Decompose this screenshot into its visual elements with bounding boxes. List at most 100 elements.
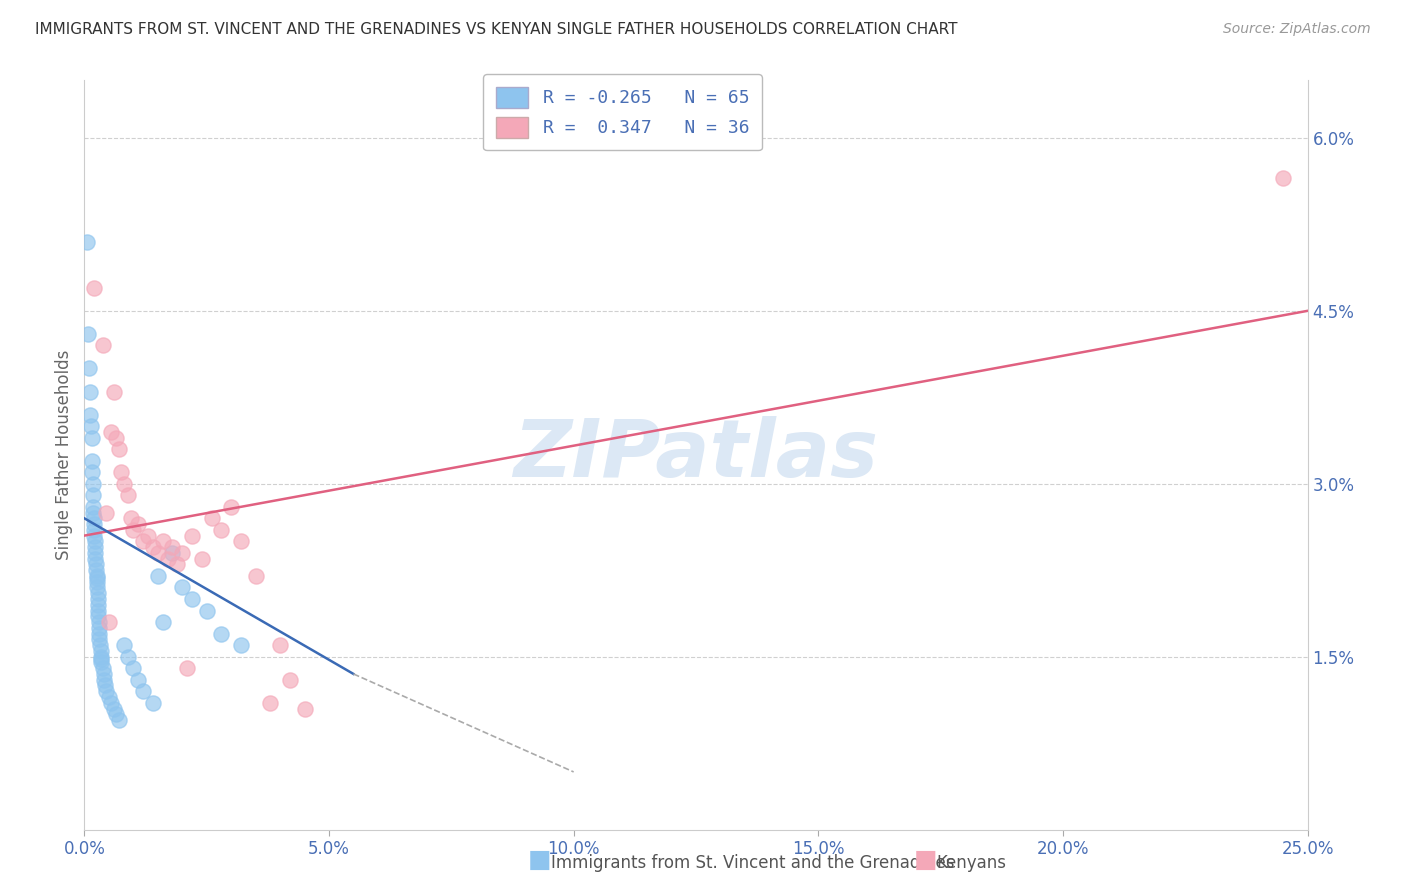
Text: Immigrants from St. Vincent and the Grenadines: Immigrants from St. Vincent and the Gren… xyxy=(551,855,955,872)
Point xyxy=(156,551,179,566)
Point xyxy=(245,569,267,583)
Point xyxy=(82,465,104,479)
Point xyxy=(83,281,105,295)
Point xyxy=(105,431,128,445)
Point xyxy=(219,500,242,514)
Point xyxy=(84,534,107,549)
Point xyxy=(132,534,155,549)
Point xyxy=(269,638,291,652)
Point xyxy=(76,235,98,249)
Point xyxy=(100,696,122,710)
Point xyxy=(103,384,125,399)
Point xyxy=(209,626,232,640)
Point xyxy=(146,546,169,560)
Point xyxy=(84,551,107,566)
Point xyxy=(122,523,145,537)
Point xyxy=(294,701,316,715)
Point xyxy=(86,574,108,589)
Point xyxy=(90,656,112,670)
Text: ■: ■ xyxy=(527,848,551,872)
Point xyxy=(87,632,110,647)
Legend: R = -0.265   N = 65, R =  0.347   N = 36: R = -0.265 N = 65, R = 0.347 N = 36 xyxy=(484,74,762,151)
Point xyxy=(229,534,252,549)
Point xyxy=(127,673,149,687)
Point xyxy=(191,551,214,566)
Point xyxy=(132,684,155,698)
Point xyxy=(112,638,135,652)
Point xyxy=(80,453,103,467)
Point xyxy=(82,506,104,520)
Point xyxy=(1272,171,1295,186)
Point xyxy=(87,626,110,640)
Point xyxy=(100,425,122,439)
Point xyxy=(110,465,132,479)
Point xyxy=(83,511,105,525)
Point xyxy=(86,586,108,600)
Point xyxy=(79,408,101,422)
Point xyxy=(107,442,129,457)
Point xyxy=(105,707,128,722)
Point xyxy=(136,528,159,542)
Point xyxy=(152,615,174,629)
Point xyxy=(96,684,118,698)
Point xyxy=(87,615,110,629)
Text: Kenyans: Kenyans xyxy=(936,855,1007,872)
Point xyxy=(93,673,115,687)
Point xyxy=(84,563,107,577)
Point xyxy=(142,696,165,710)
Point xyxy=(86,581,108,595)
Point xyxy=(152,534,174,549)
Point xyxy=(87,621,110,635)
Point xyxy=(80,431,103,445)
Point xyxy=(79,384,101,399)
Point xyxy=(93,667,115,681)
Point xyxy=(97,690,120,704)
Point xyxy=(96,506,118,520)
Point xyxy=(89,638,111,652)
Point xyxy=(84,546,107,560)
Point xyxy=(172,546,194,560)
Point xyxy=(87,603,110,617)
Point xyxy=(181,528,204,542)
Text: IMMIGRANTS FROM ST. VINCENT AND THE GRENADINES VS KENYAN SINGLE FATHER HOUSEHOLD: IMMIGRANTS FROM ST. VINCENT AND THE GREN… xyxy=(35,22,957,37)
Point xyxy=(166,558,188,572)
Point xyxy=(83,528,105,542)
Point xyxy=(91,338,114,352)
Point xyxy=(87,592,110,607)
Point xyxy=(83,517,105,532)
Point xyxy=(112,476,135,491)
Point xyxy=(82,476,104,491)
Point xyxy=(83,523,105,537)
Point xyxy=(200,511,222,525)
Point xyxy=(122,661,145,675)
Point xyxy=(176,661,198,675)
Y-axis label: Single Father Households: Single Father Households xyxy=(55,350,73,560)
Point xyxy=(77,361,100,376)
Point xyxy=(278,673,301,687)
Point xyxy=(209,523,232,537)
Point xyxy=(117,488,139,502)
Point xyxy=(107,713,129,727)
Point xyxy=(77,326,100,341)
Point xyxy=(82,500,104,514)
Point xyxy=(89,644,111,658)
Point xyxy=(162,546,184,560)
Point xyxy=(86,569,108,583)
Text: Source: ZipAtlas.com: Source: ZipAtlas.com xyxy=(1223,22,1371,37)
Point xyxy=(103,701,125,715)
Point xyxy=(181,592,204,607)
Point xyxy=(90,652,112,666)
Point xyxy=(172,581,194,595)
Point xyxy=(84,540,107,554)
Point xyxy=(146,569,169,583)
Point xyxy=(142,540,165,554)
Point xyxy=(94,678,117,692)
Point xyxy=(82,488,104,502)
Point xyxy=(80,419,103,434)
Point xyxy=(90,649,112,664)
Point xyxy=(229,638,252,652)
Point xyxy=(91,661,114,675)
Text: ■: ■ xyxy=(914,848,938,872)
Point xyxy=(127,517,149,532)
Point xyxy=(87,609,110,624)
